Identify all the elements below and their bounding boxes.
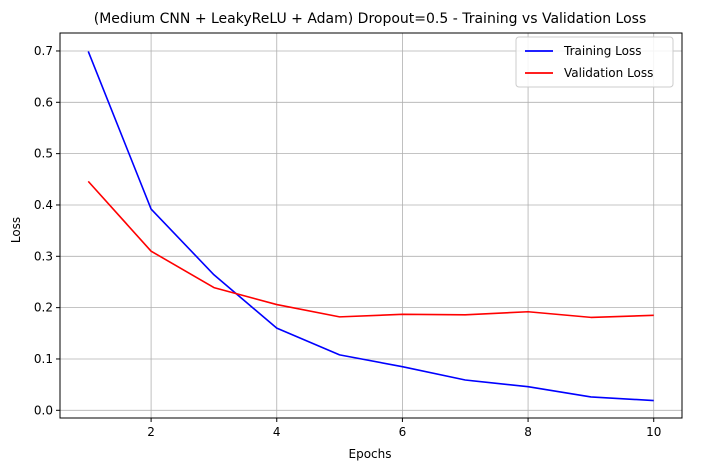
legend-label: Validation Loss [564,66,653,80]
y-tick-label: 0.6 [34,95,53,109]
y-tick-label: 0.7 [34,44,53,58]
y-tick-label: 0.3 [34,249,53,263]
chart-title: (Medium CNN + LeakyReLU + Adam) Dropout=… [94,11,647,27]
series-line-validation-loss [87,180,654,319]
y-axis-label: Loss [9,217,23,243]
legend-label: Training Loss [563,44,641,58]
legend-box [515,36,674,88]
series-line-training-loss [87,51,654,402]
x-tick-label: 4 [273,425,281,439]
x-tick-label: 6 [399,425,407,439]
x-axis-label: Epochs [349,447,392,461]
legend: Training Loss Validation Loss [515,36,674,88]
x-ticks: 2 4 6 8 10 [147,418,661,439]
plot-frame [59,32,683,419]
y-ticks: 0.0 0.1 0.2 0.3 0.4 0.5 0.6 0.7 [34,44,60,417]
y-tick-label: 0.0 [34,403,53,417]
x-tick-label: 8 [524,425,532,439]
y-tick-label: 0.4 [34,198,53,212]
series-layer [87,51,654,402]
y-tick-label: 0.1 [34,352,53,366]
x-tick-label: 2 [147,425,155,439]
x-tick-label: 10 [646,425,661,439]
y-tick-label: 0.5 [34,147,53,161]
y-tick-label: 0.2 [34,301,53,315]
